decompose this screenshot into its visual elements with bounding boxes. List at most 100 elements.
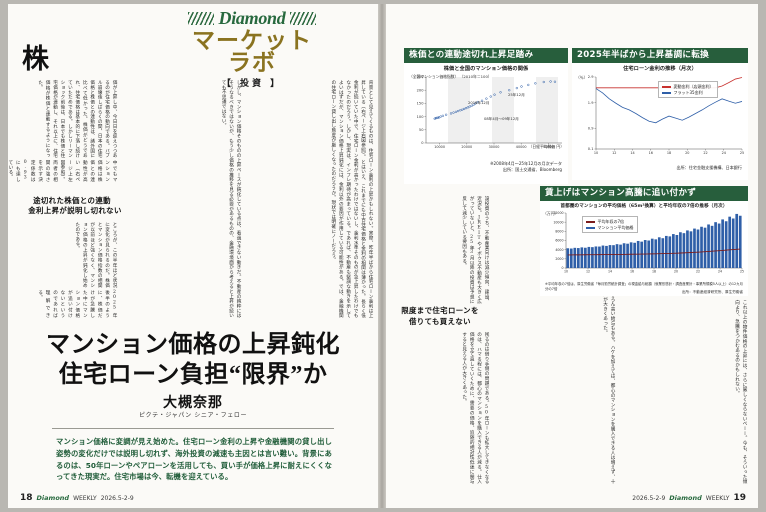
market-lab-line2: ラボ	[228, 50, 276, 77]
chart2-legend: 変動金利（店頭金利） フラット35金利	[658, 81, 718, 99]
left-footer-brand-sub: WEEKLY	[73, 495, 97, 502]
subhead-1-line1: 途切れた株価との連動	[33, 196, 111, 205]
svg-text:20: 20	[685, 151, 689, 155]
hatch-left-icon	[187, 12, 214, 25]
right-footer-date: 2026.5-2-9	[632, 495, 666, 502]
right-footer-brand: Diamond	[669, 494, 702, 502]
svg-text:12: 12	[612, 151, 616, 155]
right-body-col-1: 設投資のうち、不動産業向けは減少傾向、建設、近況も。JREITやイボクス不動産も…	[461, 196, 489, 304]
chart3-subtitle: 首都圏のマンションの平均価格（65m²換算）と平均年収の7倍の推移（月次）	[560, 204, 728, 210]
page-title: マンション価格の上昇鈍化 住宅ローン負担“限界”か	[28, 330, 358, 390]
svg-text:24: 24	[718, 270, 722, 274]
legend-swatch	[662, 86, 671, 88]
legend-label: フラット35金利	[673, 89, 703, 95]
svg-text:10: 10	[564, 270, 568, 274]
svg-text:22: 22	[703, 151, 707, 155]
right-footer-brand-sub: WEEKLY	[705, 495, 730, 502]
brand-wordmark: Diamond	[218, 8, 286, 28]
drop-cap: 株	[22, 44, 49, 74]
body-col-3: ところが、この半年ほど状況に変化が見られるのだ。株価とマンション価格指数の相関が…	[74, 222, 117, 288]
chart1-annotation-2: 2018年12月	[468, 101, 490, 106]
lead-paragraph: マンション価格に変調が見え始めた。住宅ローン金利の上昇や金融機関の貸し出し姿勢の…	[56, 437, 332, 482]
chart2-title: 2025年半ばから上昇基調に転換	[572, 48, 748, 63]
svg-text:24: 24	[722, 151, 726, 155]
left-footer-date: 2026.5-2-9	[100, 495, 134, 502]
chart1-ylabel: （全国マンション価格指数） （2010年＝100）	[409, 74, 492, 80]
svg-text:25: 25	[740, 151, 744, 155]
svg-text:2000: 2000	[555, 257, 563, 261]
svg-text:40000: 40000	[516, 145, 527, 149]
legend-swatch	[662, 92, 671, 94]
svg-text:200: 200	[417, 89, 425, 93]
chart1-plot: 0 50 100 150 200 250 10000 20000 30000 40000 5000…	[404, 73, 568, 162]
svg-text:18: 18	[652, 270, 656, 274]
chart3-note-1: ※平均年収の7倍は、厚生労働省「毎月勤労統計調査」の現金給与総額（就業形態計・調…	[545, 282, 743, 291]
chart1-subtitle: 株価と全国のマンション価格の関係	[443, 66, 529, 73]
svg-text:16: 16	[649, 151, 653, 155]
chart3-svg: 0 2000 4000 6000 8000 10000 12000 10 12 14 16 18 20…	[540, 210, 748, 281]
chart1-xlabel: （日経平均株価 円）	[528, 144, 564, 150]
chart2-note: 出所：住宅金融支援機構、日本銀行	[676, 165, 743, 171]
legend-swatch	[586, 221, 595, 223]
left-footer-brand: Diamond	[36, 494, 70, 502]
chart3-title: 賃上げはマンション高騰に追い付かず	[540, 186, 748, 201]
body-col-5: しかし、マンション価格そのものの上昇ペースが鈍化している点は、看過できない動きだ…	[221, 80, 241, 318]
subhead-1-line2: 金利上昇が説明し切れない	[28, 206, 122, 215]
lead-divider	[52, 428, 334, 429]
masthead: Diamond マーケット ラボ 【 投資 】	[148, 8, 356, 89]
svg-text:14: 14	[608, 270, 612, 274]
left-page	[8, 4, 380, 508]
chart1-note-2: 出所：国土交通省、Bloomberg	[502, 167, 562, 173]
footer-right: 2026.5-2-9 Diamond WEEKLY 19	[632, 493, 746, 503]
svg-text:0: 0	[561, 267, 563, 271]
legend-label: 平均年収の7倍	[597, 218, 625, 224]
headline-line-2: 住宅ローン負担“限界”か	[58, 362, 328, 389]
svg-text:50000: 50000	[543, 145, 554, 149]
legend-swatch	[586, 227, 595, 229]
chart1-note-1: ※2008年4月～25年12月の月次データ	[490, 161, 562, 167]
author-role: ピクテ・ジャパン シニア・フェロー	[138, 412, 248, 419]
left-page-number: 18	[20, 493, 33, 503]
legend-label: 変動金利（店頭金利）	[673, 83, 714, 89]
chart2-subtitle: 住宅ローン金利の推移（月次）	[623, 66, 697, 73]
legend-item: 平均年収の7倍	[586, 219, 634, 225]
svg-text:0: 0	[421, 142, 424, 146]
svg-text:6000: 6000	[555, 239, 563, 243]
category-tag: 【 投資 】	[221, 79, 283, 90]
footer-left: 18 Diamond WEEKLY 2026.5-2-9	[20, 493, 134, 503]
svg-text:4000: 4000	[555, 248, 563, 252]
svg-text:22: 22	[696, 270, 700, 274]
svg-text:20: 20	[674, 270, 678, 274]
page-gutter	[378, 4, 386, 508]
svg-text:16: 16	[630, 270, 634, 274]
svg-text:10: 10	[594, 151, 598, 155]
svg-text:14: 14	[630, 151, 634, 155]
svg-text:25: 25	[740, 270, 744, 274]
chart-panel-1: 株価との連動途切れ上昇足踏み 株価と全国のマンション価格の関係 0 50 100 15…	[404, 48, 568, 184]
svg-text:10000: 10000	[434, 145, 445, 149]
chart2-plot: 0.1 0.9 1.9 2.9 10 12 14 16 18 20 22 24 25 （％） 変動金利…	[572, 73, 748, 166]
hatch-right-icon	[290, 12, 317, 25]
body-col-6: 背景として見えてくるものは、住宅ローン金利の上昇かもしれない。実際、昨年半ばから…	[330, 80, 373, 318]
brand-row: Diamond	[148, 8, 356, 29]
chart3-unit: （万円）	[543, 211, 559, 217]
chart-panel-3: 賃上げはマンション高騰に追い付かず 首都圏のマンションの平均価格（65m²換算）…	[540, 186, 748, 296]
svg-text:20000: 20000	[461, 145, 472, 149]
chart1-svg: 0 50 100 150 200 250 10000 20000 30000 40000 5000…	[404, 73, 568, 162]
legend-label: マンション平均価格	[597, 224, 634, 230]
svg-text:12: 12	[586, 270, 590, 274]
legend-item: マンション平均価格	[586, 225, 634, 231]
svg-text:10000: 10000	[553, 221, 563, 225]
headline-line-1: マンション価格の上昇鈍化	[46, 332, 340, 358]
subhead-2-line1: 限度まで住宅ローンを	[401, 306, 479, 315]
svg-text:0.9: 0.9	[588, 127, 594, 131]
legend-item: 変動金利（店頭金利）	[662, 84, 714, 90]
body-col-2: 中でもマンション価格は株価との連動性が高い（右ページ上左図参照）。両者の相関の強…	[7, 160, 117, 182]
chart3-legend: 平均年収の7倍 マンション平均価格	[582, 216, 638, 234]
chart3-plot: 0 2000 4000 6000 8000 10000 12000 10 12 14 16 18 20…	[540, 210, 748, 281]
svg-text:1.9: 1.9	[588, 101, 594, 105]
chart3-note-2: 出所：不動産経済研究所、厚生労働省	[681, 290, 743, 294]
subhead-2-line2: 借りても買えない	[409, 317, 471, 326]
chart1-annotation-3: 08年4月～09年12月	[484, 117, 519, 122]
